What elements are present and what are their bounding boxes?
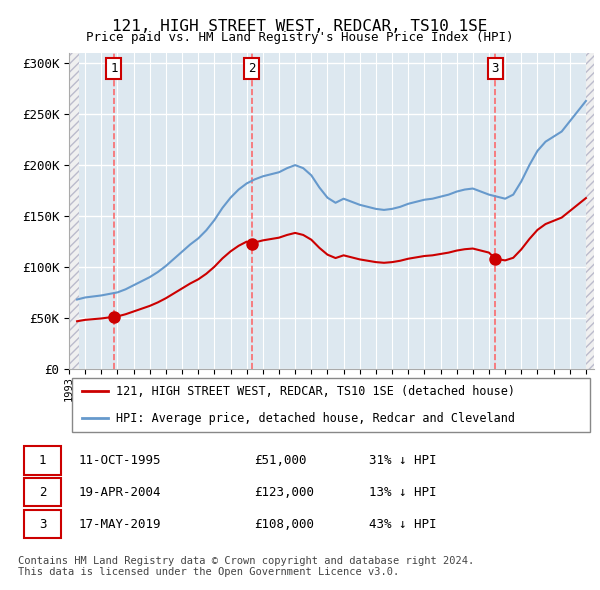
Text: HPI: Average price, detached house, Redcar and Cleveland: HPI: Average price, detached house, Redc… — [116, 412, 515, 425]
Text: 1: 1 — [110, 62, 118, 75]
Text: 2: 2 — [248, 62, 255, 75]
FancyBboxPatch shape — [23, 510, 61, 538]
Text: 2: 2 — [39, 486, 46, 499]
Text: 121, HIGH STREET WEST, REDCAR, TS10 1SE (detached house): 121, HIGH STREET WEST, REDCAR, TS10 1SE … — [116, 385, 515, 398]
Text: £51,000: £51,000 — [254, 454, 307, 467]
Text: 11-OCT-1995: 11-OCT-1995 — [78, 454, 161, 467]
Text: Price paid vs. HM Land Registry's House Price Index (HPI): Price paid vs. HM Land Registry's House … — [86, 31, 514, 44]
Text: 31% ↓ HPI: 31% ↓ HPI — [369, 454, 437, 467]
Text: 13% ↓ HPI: 13% ↓ HPI — [369, 486, 437, 499]
Text: 17-MAY-2019: 17-MAY-2019 — [78, 518, 161, 531]
Text: Contains HM Land Registry data © Crown copyright and database right 2024.
This d: Contains HM Land Registry data © Crown c… — [18, 556, 474, 578]
Text: 121, HIGH STREET WEST, REDCAR, TS10 1SE: 121, HIGH STREET WEST, REDCAR, TS10 1SE — [112, 19, 488, 34]
FancyBboxPatch shape — [71, 378, 590, 432]
FancyBboxPatch shape — [23, 478, 61, 506]
Text: 3: 3 — [491, 62, 499, 75]
Text: 3: 3 — [39, 518, 46, 531]
FancyBboxPatch shape — [23, 446, 61, 474]
Text: £108,000: £108,000 — [254, 518, 314, 531]
Text: 43% ↓ HPI: 43% ↓ HPI — [369, 518, 437, 531]
Bar — [69, 53, 79, 369]
Text: 19-APR-2004: 19-APR-2004 — [78, 486, 161, 499]
Text: 1: 1 — [39, 454, 46, 467]
Bar — [586, 53, 600, 369]
Text: £123,000: £123,000 — [254, 486, 314, 499]
